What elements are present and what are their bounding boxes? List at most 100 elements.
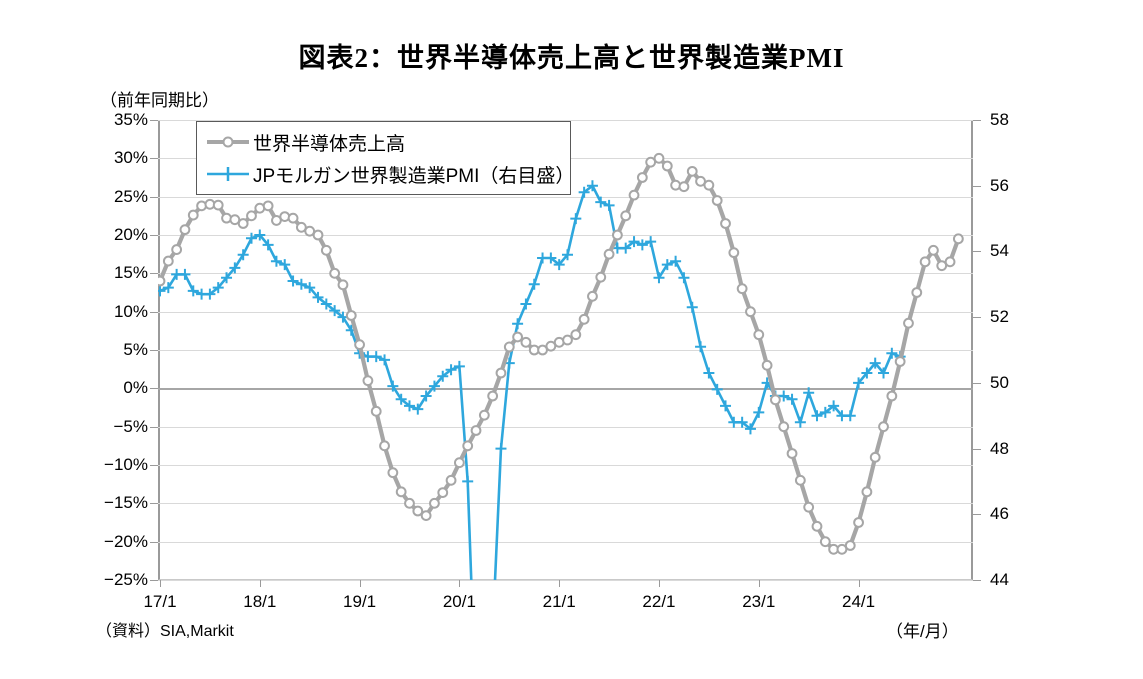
marker-pmi [853, 377, 865, 389]
marker-semiconductor [337, 279, 349, 291]
marker-pmi [861, 367, 873, 379]
marker-semiconductor [903, 317, 914, 329]
marker-semiconductor [237, 218, 249, 229]
x-axis-tick-24-1: 24/1 [842, 592, 876, 611]
marker-pmi [636, 239, 648, 251]
marker-semiconductor [295, 221, 307, 233]
marker-pmi [645, 236, 657, 248]
marker-pmi [245, 232, 257, 244]
legend-label-semiconductor: 世界半導体売上高 [253, 133, 406, 155]
marker-semiconductor [770, 394, 781, 406]
gridline-0 [158, 388, 973, 391]
y-axis-left-tickmark [150, 465, 158, 466]
marker-pmi [545, 252, 557, 264]
y-axis-left-tick-20: 20% [113, 225, 148, 244]
marker-semiconductor [562, 334, 573, 346]
legend-item-semiconductor: 世界半導体売上高 [207, 127, 405, 157]
left-axis-unit-label: （前年同期比） [100, 91, 219, 110]
marker-pmi [869, 357, 881, 369]
gridline-25 [158, 196, 973, 198]
marker-pmi [179, 268, 191, 280]
marker-pmi [653, 272, 665, 284]
marker-pmi [229, 262, 241, 274]
marker-semiconductor [794, 474, 806, 486]
marker-pmi [703, 367, 715, 379]
marker-pmi [312, 291, 324, 303]
y-axis-left-tickmark [150, 235, 158, 236]
marker-semiconductor [537, 344, 548, 356]
legend-box: 世界半導体売上高 JPモルガン世界製造業PMI（右目盛） [196, 121, 574, 195]
marker-pmi [811, 410, 823, 422]
y-axis-right-tickmark [973, 185, 981, 187]
y-axis-left-tick-25: 25% [113, 186, 148, 206]
y-axis-left-tickmark [150, 350, 158, 351]
marker-semiconductor [944, 256, 956, 268]
marker-pmi [379, 354, 391, 366]
marker-semiconductor [670, 179, 682, 191]
marker-semiconductor [229, 214, 241, 226]
marker-semiconductor [412, 505, 424, 517]
y-axis-left-tick-10: 10% [113, 301, 148, 321]
marker-semiconductor [262, 200, 274, 212]
plot-area: 35% 30% 25% 20% 15% 10% 5% 0% −5% −10% −15% −20% −25… [104, 110, 1009, 611]
marker-semiconductor [695, 175, 706, 187]
marker-pmi [262, 239, 274, 251]
marker-semiconductor [919, 256, 931, 268]
marker-semiconductor [187, 209, 199, 221]
marker-semiconductor [728, 247, 740, 259]
legend-swatch-plus-icon [207, 165, 249, 183]
gridline-20 [158, 235, 973, 236]
marker-semiconductor [158, 275, 166, 287]
marker-semiconductor [445, 474, 457, 486]
y-axis-right-tickmark [973, 317, 981, 319]
marker-pmi [778, 390, 790, 402]
y-axis-left-tick--25: −25% [104, 570, 148, 589]
marker-semiconductor [329, 267, 341, 279]
marker-pmi [528, 278, 540, 290]
y-axis-left-tick--15: −15% [104, 493, 148, 513]
marker-semiconductor [819, 536, 831, 548]
legend-item-pmi: JPモルガン世界製造業PMI（右目盛） [207, 159, 574, 189]
marker-semiconductor [370, 405, 382, 417]
y-axis-left-tick-15: 15% [113, 263, 148, 283]
marker-pmi [794, 416, 806, 428]
y-axis-left-tickmark [150, 503, 158, 505]
y-axis-right-tickmark [973, 120, 981, 121]
marker-semiconductor [836, 543, 848, 555]
marker-pmi [279, 259, 291, 271]
marker-semiconductor [162, 255, 174, 267]
marker-pmi [462, 475, 474, 487]
series-lines [158, 152, 964, 580]
y-axis-right-tick-48: 48 [990, 438, 1009, 458]
marker-semiconductor [453, 457, 465, 469]
marker-semiconductor [395, 486, 407, 498]
y-axis-right-tickmark [973, 251, 981, 253]
marker-semiconductor [287, 212, 299, 224]
marker-pmi [495, 443, 507, 455]
marker-semiconductor [711, 195, 723, 206]
x-axis-tick-22-1: 22/1 [642, 592, 676, 611]
marker-semiconductor [686, 165, 698, 177]
marker-semiconductor [878, 421, 889, 433]
marker-semiconductor [661, 160, 673, 172]
marker-pmi [158, 285, 166, 297]
marker-pmi [570, 213, 582, 225]
gridline--15 [158, 503, 973, 505]
marker-semiconductor [354, 339, 365, 351]
marker-semiconductor [720, 218, 731, 229]
y-axis-left-tickmark [150, 273, 158, 275]
marker-semiconductor [587, 290, 598, 302]
marker-pmi [370, 351, 382, 363]
marker-pmi [520, 298, 532, 310]
marker-semiconductor [362, 375, 374, 387]
marker-semiconductor [761, 359, 773, 371]
y-axis-left-tick--20: −20% [104, 531, 148, 551]
y-axis-right-tick-46: 46 [990, 504, 1009, 524]
marker-semiconductor [171, 244, 183, 255]
legend-label-pmi: JPモルガン世界製造業PMI（右目盛） [253, 165, 575, 187]
gridline-35 [158, 120, 973, 121]
marker-semiconductor [420, 510, 432, 522]
y-axis-right-tick-52: 52 [990, 307, 1009, 327]
y-axis-left-tickmark [150, 426, 158, 428]
